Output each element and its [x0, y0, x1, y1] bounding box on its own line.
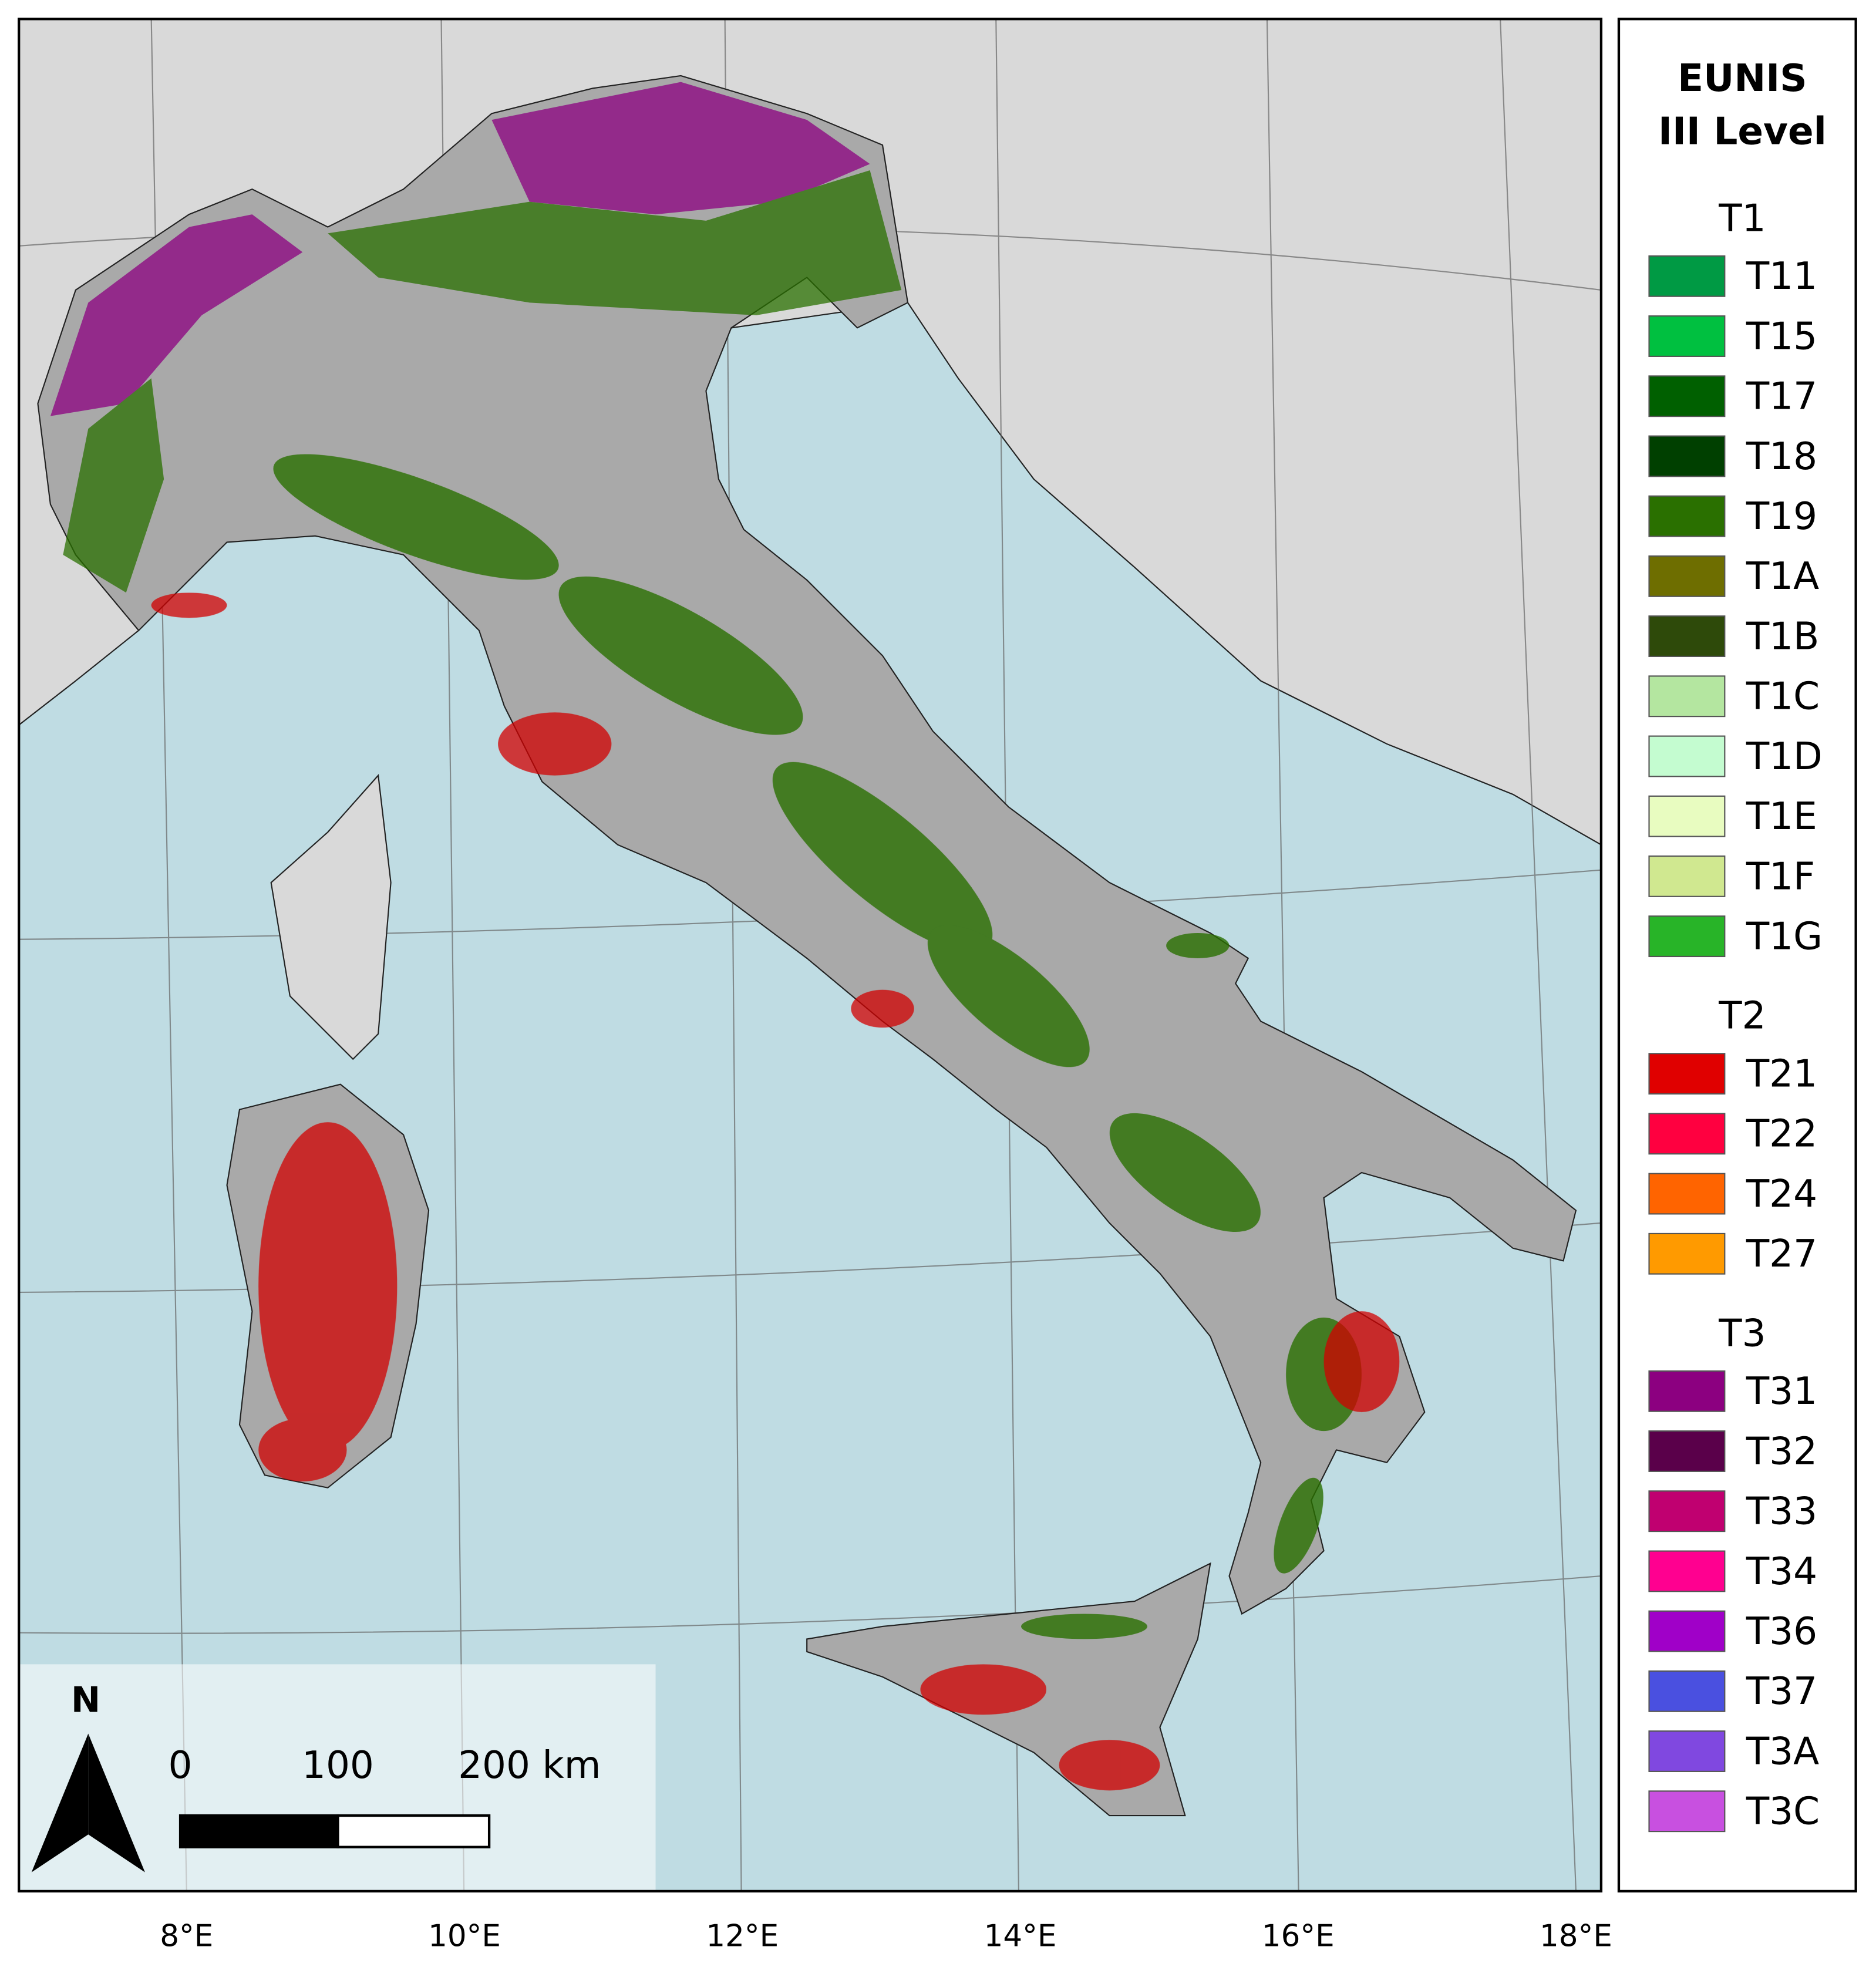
legend: EUNIS III Level T1 T11 T15 T17 T18 T19 T1A T1B T1C… — [1648, 56, 1827, 1834]
legend-swatch — [1648, 435, 1726, 477]
legend-label: T18 — [1746, 435, 1817, 479]
scale-bar — [336, 1814, 491, 1848]
legend-title: EUNIS — [1678, 56, 1807, 100]
legend-swatch — [1648, 915, 1726, 958]
longitude-label: 18°E — [1540, 1918, 1612, 1954]
legend-swatch — [1648, 1430, 1726, 1472]
scale-label: 200 km — [458, 1743, 601, 1787]
longitude-label: 16°E — [1262, 1918, 1335, 1954]
legend-label: T37 — [1746, 1669, 1817, 1713]
legend-label: T19 — [1746, 494, 1817, 538]
scale-label: 100 — [302, 1743, 374, 1787]
alpine-habitat — [50, 82, 902, 593]
legend-label: T21 — [1746, 1052, 1817, 1096]
legend-swatch — [1648, 735, 1726, 777]
legend-swatch — [1648, 495, 1726, 537]
legend-group-label: T2 — [1718, 994, 1766, 1038]
legend-swatch — [1648, 1790, 1726, 1833]
legend-swatch — [1648, 615, 1726, 658]
legend-label: T1E — [1746, 794, 1817, 838]
legend-swatch — [1648, 375, 1726, 417]
scale-labels: 0 100 200 km — [169, 1743, 601, 1787]
legend-group-label: T1 — [1718, 196, 1766, 240]
legend-swatch — [1648, 1173, 1726, 1215]
longitude-label: 14°E — [984, 1918, 1057, 1954]
italy-mainland — [37, 75, 1577, 1615]
legend-swatch — [1648, 1490, 1726, 1533]
map-frame — [18, 18, 1603, 1893]
longitude-labels: 8°E 10°E 12°E 14°E 16°E 18°E — [160, 1918, 1612, 1954]
legend-swatch — [1648, 1730, 1726, 1772]
legend-label: T17 — [1746, 375, 1817, 419]
legend-label: T33 — [1746, 1490, 1817, 1534]
legend-label: T31 — [1746, 1369, 1817, 1413]
legend-group-label: T3 — [1718, 1311, 1766, 1355]
legend-label: T24 — [1746, 1172, 1817, 1216]
legend-swatch — [1648, 315, 1726, 357]
longitude-label: 8°E — [160, 1918, 213, 1954]
legend-label: T1A — [1746, 554, 1819, 598]
legend-swatch — [1648, 795, 1726, 837]
legend-label: T11 — [1746, 254, 1817, 298]
legend-label: T1G — [1746, 914, 1823, 958]
scale-bar — [178, 1814, 339, 1848]
longitude-label: 10°E — [428, 1918, 501, 1954]
grassland-habitat — [151, 592, 1400, 1791]
legend-swatch — [1648, 1670, 1726, 1712]
legend-label: T36 — [1746, 1609, 1817, 1653]
north-arrow — [88, 1733, 145, 1872]
legend-title: III Level — [1658, 109, 1827, 153]
legend-swatch — [1648, 1370, 1726, 1412]
legend-swatch — [1648, 855, 1726, 897]
legend-label: T3A — [1746, 1729, 1819, 1773]
legend-label: T22 — [1746, 1112, 1817, 1156]
legend-swatch — [1648, 255, 1726, 297]
corsica — [270, 774, 392, 1060]
legend-swatch — [1648, 555, 1726, 597]
legend-label: T1D — [1746, 735, 1823, 779]
legend-swatch — [1648, 1610, 1726, 1652]
legend-label: T34 — [1746, 1550, 1817, 1594]
legend-label: T32 — [1746, 1429, 1817, 1473]
legend-swatch — [1648, 1113, 1726, 1155]
legend-swatch — [1648, 1053, 1726, 1095]
legend-label: T1F — [1746, 854, 1815, 898]
scale-label: 0 — [169, 1743, 193, 1787]
longitude-label: 12°E — [706, 1918, 779, 1954]
legend-swatch — [1648, 1550, 1726, 1592]
map-body: N 0 100 200 km — [19, 19, 1601, 1891]
legend-swatch — [1648, 1232, 1726, 1275]
legend-label: T3C — [1746, 1790, 1820, 1834]
legend-label: T15 — [1746, 314, 1817, 358]
legend-label: T1C — [1746, 675, 1820, 719]
legend-label: T1B — [1746, 614, 1820, 658]
legend-label: T27 — [1746, 1232, 1817, 1276]
north-label: N — [71, 1679, 100, 1720]
legend-swatch — [1648, 675, 1726, 718]
apennine-habitat — [273, 454, 1362, 1639]
